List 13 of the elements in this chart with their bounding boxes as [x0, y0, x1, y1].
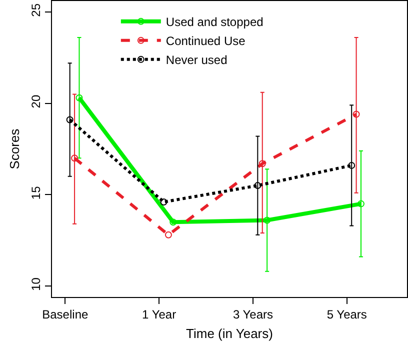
y-axis-title: Scores: [7, 128, 22, 170]
x-tick-label: 3 Years: [232, 307, 274, 322]
y-tick-label: 20: [29, 94, 44, 108]
y-tick-label: 25: [29, 3, 44, 17]
x-axis-title: Time (in Years): [186, 326, 273, 341]
y-tick-label: 15: [29, 186, 44, 200]
x-tick-label: 1 Year: [142, 307, 176, 322]
legend-label: Used and stopped: [166, 15, 264, 30]
legend-label: Never used: [166, 53, 228, 68]
y-tick-label: 10: [29, 277, 44, 291]
x-tick-label: Baseline: [42, 307, 88, 322]
legend-label: Continued Use: [166, 34, 246, 48]
x-tick-label: 5 Years: [326, 307, 367, 322]
